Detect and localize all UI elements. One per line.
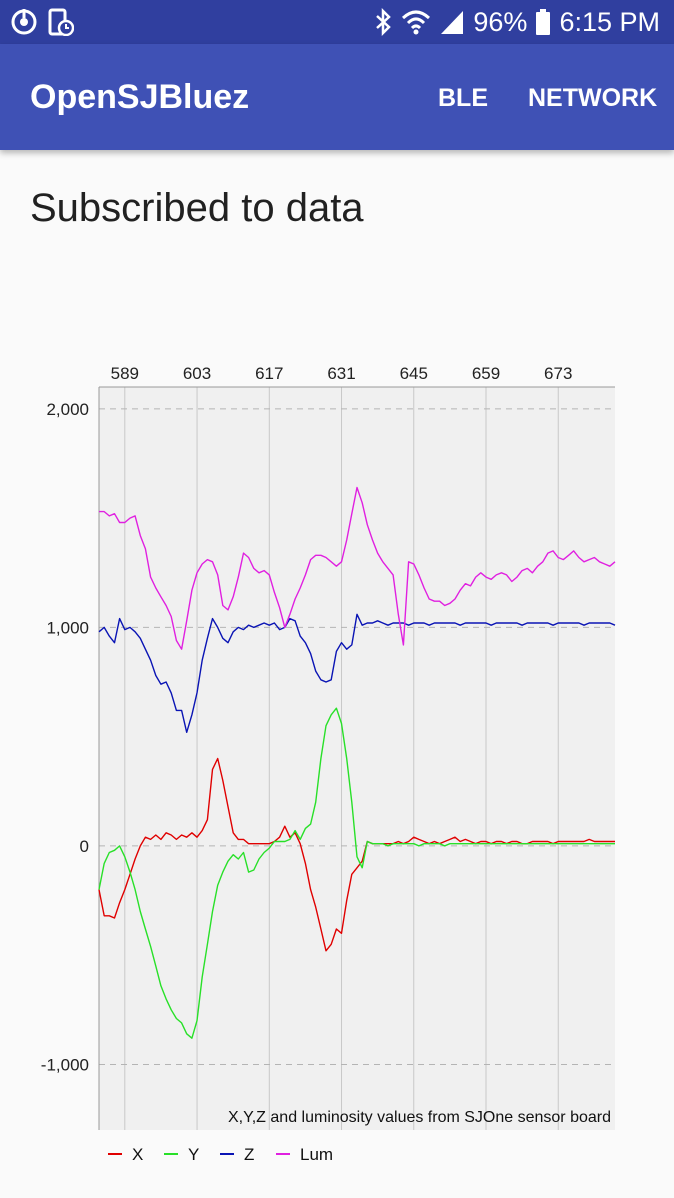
app-bar: OpenSJBluez BLE NETWORK	[0, 44, 674, 150]
battery-percent: 96%	[473, 6, 528, 37]
y-tick-label: 0	[80, 837, 89, 856]
status-system-icons: 96% 6:15 PM	[373, 0, 660, 44]
series-line-lum	[99, 486, 616, 650]
status-time: 6:15 PM	[559, 6, 660, 37]
legend-label-x: X	[132, 1145, 143, 1164]
network-menu-button[interactable]: NETWORK	[528, 84, 658, 112]
chart-description: X,Y,Z and luminosity values from SJOne s…	[228, 1109, 611, 1126]
x-tick-label: 673	[544, 364, 572, 383]
chart-canvas[interactable]: 589 603 617 631 645 659 673 2,000 1,000 0 -1,000 X,…	[0, 355, 674, 1175]
x-tick-label: 603	[183, 364, 211, 383]
legend-label-lum: Lum	[300, 1145, 333, 1164]
ble-menu-button[interactable]: BLE	[438, 84, 488, 112]
y-tick-label: 1,000	[46, 618, 89, 637]
bluetooth-icon	[376, 8, 392, 36]
battery-icon	[536, 9, 551, 35]
legend-label-z: Z	[244, 1145, 254, 1164]
sync-icon	[11, 9, 37, 35]
series-line-z	[98, 613, 616, 733]
page-title: Subscribed to data	[30, 186, 364, 230]
x-tick-label: 631	[327, 364, 355, 383]
x-tick-label: 589	[111, 364, 139, 383]
x-tick-label: 659	[472, 364, 500, 383]
series-line-y	[98, 707, 615, 1039]
status-bar: 96% 6:15 PM	[0, 0, 674, 44]
y-tick-label: 2,000	[46, 400, 89, 419]
plot-area	[99, 387, 615, 1130]
x-tick-label: 617	[255, 364, 283, 383]
signal-icon	[441, 11, 464, 34]
device-schedule-icon	[48, 8, 74, 36]
wifi-icon	[402, 10, 431, 35]
sensor-line-chart[interactable]: 589 603 617 631 645 659 673 2,000 1,000 0 -1,000 X,…	[0, 355, 674, 1175]
series-line-x	[98, 757, 615, 952]
y-tick-label: -1,000	[41, 1055, 89, 1074]
status-notification-icons	[10, 8, 74, 36]
legend-label-y: Y	[188, 1145, 199, 1164]
x-tick-label: 645	[400, 364, 428, 383]
app-title: OpenSJBluez	[30, 78, 250, 116]
